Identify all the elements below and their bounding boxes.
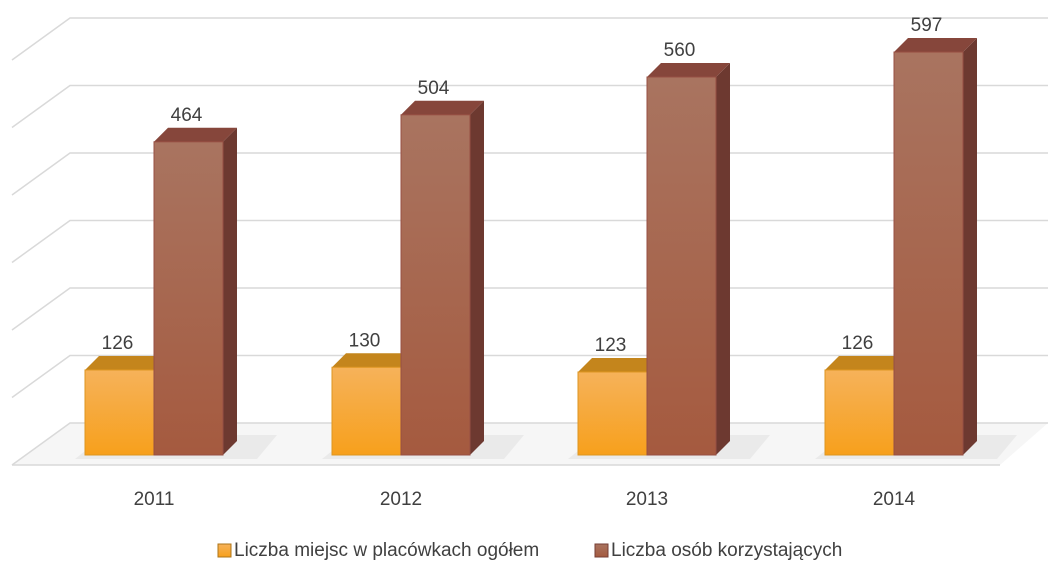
legend-swatch: [594, 543, 609, 558]
bars: 126 464 2011 130 504 2012 123 560 2013 126 597 2014: [75, 15, 1017, 510]
bar: [400, 100, 484, 456]
data-label: 126: [102, 333, 134, 354]
x-tick-label: 2012: [380, 489, 422, 510]
x-tick-label: 2011: [134, 489, 175, 510]
data-label: 130: [349, 330, 381, 351]
bar-side: [470, 100, 484, 456]
bar-top: [332, 353, 415, 368]
legend: Liczba miejsc w placówkach ogółem Liczba …: [217, 540, 842, 561]
grid-line: [11, 84, 1048, 129]
bar-front: [153, 141, 224, 456]
bar-top: [894, 38, 977, 53]
legend-label: Liczba miejsc w placówkach ogółem: [234, 540, 539, 561]
bar: [153, 127, 237, 456]
data-label: 464: [171, 105, 203, 126]
data-label: 560: [664, 40, 696, 61]
bar-front: [84, 369, 155, 456]
x-tick-label: 2014: [873, 489, 916, 510]
grid-line: [11, 17, 1048, 61]
bar-side: [963, 38, 977, 456]
floor: [12, 423, 1048, 465]
bar: [893, 38, 977, 456]
bar-top: [647, 63, 730, 77]
bar-front: [400, 114, 471, 456]
legend-swatch: [217, 543, 232, 558]
data-label: 123: [595, 335, 627, 356]
bar-front: [824, 369, 895, 456]
bar-front: [577, 371, 648, 456]
bar-top: [401, 100, 484, 115]
data-label: 126: [842, 333, 874, 354]
bar-side: [716, 63, 730, 455]
legend-label: Liczba osób korzystających: [611, 540, 842, 561]
bar-side: [223, 127, 237, 456]
bar-top: [825, 355, 908, 370]
bar-top: [154, 127, 237, 142]
bar-top: [85, 355, 168, 370]
data-label: 504: [418, 78, 450, 99]
data-label: 597: [911, 15, 943, 36]
bar: [646, 63, 730, 456]
bar-top: [578, 357, 661, 372]
x-tick-label: 2013: [626, 489, 668, 510]
bar-front: [331, 366, 402, 456]
bar-front: [893, 51, 964, 456]
bar-front: [646, 76, 717, 456]
